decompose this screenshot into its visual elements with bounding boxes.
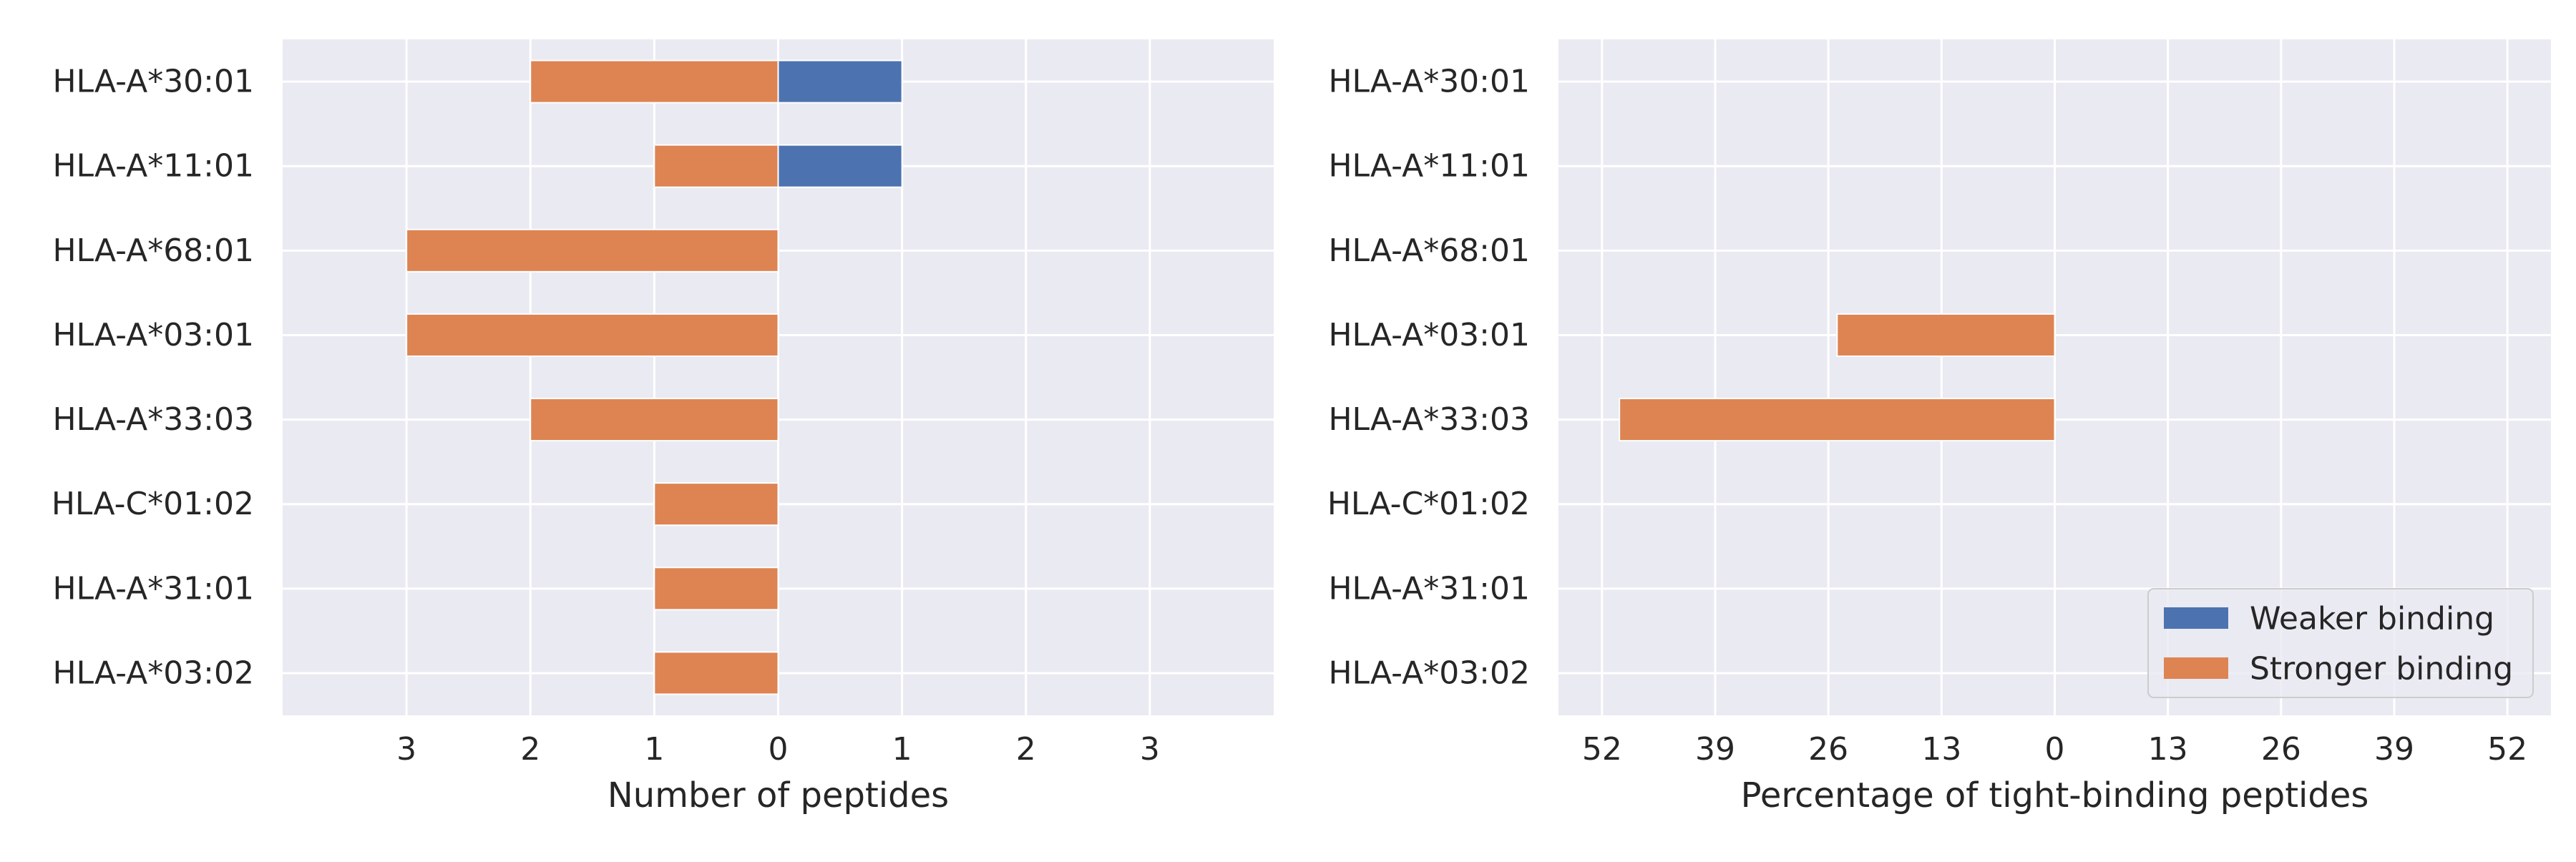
x-axis-label: Number of peptides	[608, 775, 949, 816]
bar-stronger-binding	[653, 651, 779, 695]
bar-weaker-binding	[777, 144, 903, 188]
chart-panel-2: HLA-A*30:01 HLA-A*11:01 HLA-A*68:01 HLA-A*0…	[1327, 39, 2551, 816]
bar-stronger-binding	[653, 567, 779, 611]
y-tick-label: HLA-A*03:02	[1328, 655, 1530, 691]
y-tick-label: HLA-A*68:01	[1328, 232, 1530, 269]
chart-panel-1: HLA-A*30:01 HLA-A*11:01 HLA-A*68:01 HLA-A*0…	[52, 39, 1274, 816]
legend-frame	[2147, 588, 2534, 698]
legend-swatch	[2164, 607, 2228, 629]
legend: Weaker binding Stronger binding	[2147, 588, 2534, 698]
y-tick-label: HLA-A*30:01	[1328, 64, 1530, 100]
legend-swatch	[2164, 657, 2228, 679]
x-tick-label: 39	[2374, 731, 2414, 768]
y-tick-label: HLA-A*11:01	[52, 148, 254, 185]
x-tick-label: 2	[520, 731, 540, 768]
y-tick-label: HLA-C*01:02	[1327, 486, 1530, 522]
bar-stronger-binding	[530, 398, 779, 442]
x-tick-label: 1	[644, 731, 664, 768]
x-tick-label: 0	[2045, 731, 2065, 768]
bar-stronger-binding	[406, 313, 779, 357]
bar-stronger-binding	[406, 228, 779, 273]
x-tick-label: 39	[1695, 731, 1735, 768]
y-tick-label: HLA-A*03:01	[52, 317, 254, 353]
legend-label: Weaker binding	[2250, 601, 2494, 637]
x-tick-label: 52	[1582, 731, 1622, 768]
x-tick-label: 13	[2148, 731, 2188, 768]
bar-stronger-binding	[1836, 313, 2056, 357]
y-tick-label: HLA-A*33:03	[1328, 401, 1530, 438]
legend-label: Stronger binding	[2250, 651, 2513, 687]
y-tick-label: HLA-C*01:02	[52, 486, 254, 522]
x-tick-label: 3	[396, 731, 416, 768]
x-tick-label: 0	[769, 731, 789, 768]
x-tick-label: 1	[892, 731, 912, 768]
y-tick-label: HLA-A*03:01	[1328, 317, 1530, 353]
bar-stronger-binding	[1619, 398, 2056, 442]
x-axis-label: Percentage of tight-binding peptides	[1741, 775, 2369, 816]
x-tick-label: 2	[1016, 731, 1036, 768]
bar-weaker-binding	[777, 59, 903, 104]
y-tick-label: HLA-A*03:02	[52, 655, 254, 691]
y-tick-label: HLA-A*31:01	[52, 570, 254, 607]
x-tick-label: 13	[1921, 731, 1961, 768]
bar-stronger-binding	[653, 144, 779, 188]
y-tick-label: HLA-A*33:03	[52, 401, 254, 438]
y-tick-label: HLA-A*68:01	[52, 232, 254, 269]
x-tick-label: 26	[1808, 731, 1848, 768]
x-tick-label: 52	[2487, 731, 2527, 768]
y-tick-label: HLA-A*11:01	[1328, 148, 1530, 185]
bar-stronger-binding	[653, 482, 779, 526]
y-tick-label: HLA-A*31:01	[1328, 570, 1530, 607]
y-tick-label: HLA-A*30:01	[52, 64, 254, 100]
x-tick-label: 26	[2261, 731, 2301, 768]
bar-stronger-binding	[530, 59, 779, 104]
x-tick-label: 3	[1140, 731, 1160, 768]
